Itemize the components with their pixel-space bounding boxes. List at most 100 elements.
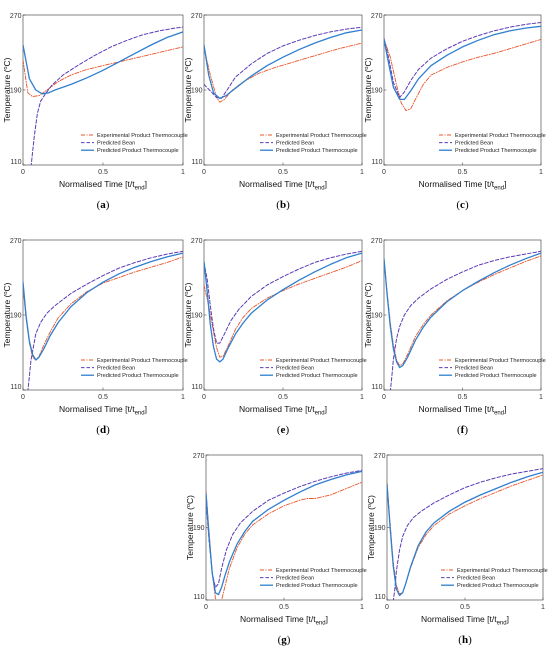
series-line-predicted-bean [30, 26, 183, 165]
panel-label: (h) [458, 634, 472, 646]
y-tick-label: 190 [193, 525, 205, 532]
series-group [23, 26, 183, 165]
legend-label: Predicted Product Thermocouple [457, 583, 539, 589]
plot-area [383, 14, 542, 166]
x-axis-label-main: Normalised Time [t/t [59, 404, 135, 414]
legend-label: Experimental Product Thermocouple [97, 133, 188, 139]
y-axis-label-close: C) [2, 57, 12, 66]
x-axis-label: Normalised Time [t/tend] [421, 614, 509, 627]
y-axis-label-sup: o [186, 504, 192, 507]
y-tick-label: 190 [374, 525, 386, 532]
y-tick-label: 110 [371, 159, 382, 166]
series-line-predicted-bean [392, 468, 543, 600]
y-tick-label: 190 [10, 88, 22, 95]
series-line-predicted-product [23, 31, 183, 95]
y-tick-label: 190 [10, 313, 22, 320]
x-axis-label-close: ] [504, 179, 506, 189]
y-axis-label: Temperature (oC) [366, 495, 376, 560]
series-group [384, 250, 541, 390]
y-tick-label: 270 [191, 13, 203, 20]
x-tick-label: 0 [382, 169, 386, 176]
legend-label: Predicted Bean [276, 141, 314, 147]
legend-label: Predicted Product Thermocouple [276, 373, 358, 379]
x-axis-label-sub: end [135, 411, 145, 417]
legend: Experimental Product Thermocouple Predict… [81, 358, 188, 379]
y-axis-label-main: Temperature ( [363, 69, 373, 122]
y-axis-label-main: Temperature ( [2, 69, 12, 122]
x-tick-label: 1 [541, 604, 545, 611]
x-axis-label: Normalised Time [t/tend] [419, 179, 507, 192]
x-tick-label: 1 [539, 169, 543, 176]
y-axis-label: Temperature (oC) [363, 282, 373, 347]
series-line-predicted-bean [204, 250, 362, 344]
series-line-predicted-product [204, 29, 362, 100]
x-tick-label: 1 [181, 169, 185, 176]
legend-label: Experimental Product Thermocouple [276, 133, 367, 139]
panel-label: (e) [277, 424, 290, 436]
x-tick-label: 0 [385, 604, 389, 611]
legend: Experimental Product Thermocouple Predict… [260, 133, 367, 154]
x-tick-label: 0 [21, 394, 25, 401]
x-tick-label: 0.5 [279, 604, 289, 611]
x-axis-label-sub: end [494, 411, 504, 417]
y-tick-label: 190 [191, 313, 203, 320]
y-axis-label-sup: o [184, 292, 190, 295]
legend-label: Predicted Bean [457, 576, 495, 582]
series-group [204, 250, 362, 363]
panel-label: (c) [456, 199, 469, 211]
legend-label: Experimental Product Thermocouple [455, 133, 546, 139]
y-axis-label: Temperature (oC) [363, 57, 373, 122]
series-line-experimental [204, 260, 362, 358]
panel-e: 0 0.5 1 110 190 270 Normalised Time [t/tend] Te… [183, 238, 367, 436]
x-axis-label-close: ] [145, 404, 147, 414]
plot-area [22, 14, 184, 166]
legend-label: Predicted Product Thermocouple [97, 373, 179, 379]
x-tick-label: 0.5 [98, 394, 108, 401]
series-group [204, 26, 362, 103]
x-axis-label-close: ] [145, 179, 147, 189]
x-tick-label: 0 [204, 604, 208, 611]
plot-area [203, 14, 363, 166]
legend: Experimental Product Thermocouple Predict… [441, 568, 548, 589]
series-line-experimental [384, 38, 541, 112]
y-axis-label: Temperature (oC) [2, 57, 12, 122]
series-group [384, 22, 541, 112]
legend-label: Experimental Product Thermocouple [457, 568, 548, 574]
legend-label: Predicted Bean [97, 366, 135, 372]
y-axis-label-sup: o [364, 292, 370, 295]
legend-label: Predicted Bean [455, 141, 493, 147]
x-tick-label: 0.5 [278, 169, 288, 176]
panel-g: 0 0.5 1 110 190 270 Normalised Time [t/tend] Te… [185, 453, 367, 646]
y-tick-label: 270 [371, 13, 383, 20]
y-axis-label-sup: o [184, 67, 190, 70]
y-tick-label: 190 [371, 313, 383, 320]
y-tick-label: 270 [10, 238, 22, 245]
legend: Experimental Product Thermocouple Predict… [81, 133, 188, 154]
y-axis-label-close: C) [2, 282, 12, 291]
panel-b: 0 0.5 1 110 190 270 Normalised Time [t/tend] Te… [183, 13, 367, 211]
x-axis-label-sub: end [135, 186, 145, 192]
panel-f: 0 0.5 1 110 190 270 Normalised Time [t/tend] Te… [363, 238, 546, 436]
y-axis-label: Temperature (oC) [185, 495, 195, 560]
y-tick-label: 270 [10, 13, 22, 20]
series-line-experimental [206, 481, 362, 600]
x-axis-label-close: ] [326, 614, 328, 624]
x-axis-label-main: Normalised Time [t/t [419, 404, 495, 414]
y-axis-label: Temperature (oC) [183, 282, 193, 347]
legend-label: Predicted Product Thermocouple [455, 373, 537, 379]
y-axis-label-sup: o [3, 292, 9, 295]
series-line-predicted-product [204, 252, 362, 363]
series-line-predicted-bean [27, 250, 183, 390]
x-axis-label-main: Normalised Time [t/t [419, 179, 495, 189]
x-tick-label: 0 [202, 394, 206, 401]
legend: Experimental Product Thermocouple Predict… [439, 133, 546, 154]
y-axis-label-close: C) [185, 495, 195, 504]
panel-label: (a) [97, 199, 110, 211]
plot-area [383, 239, 542, 391]
legend-label: Predicted Product Thermocouple [276, 148, 358, 154]
x-axis-label-main: Normalised Time [t/t [421, 614, 497, 624]
x-axis-label: Normalised Time [t/tend] [239, 179, 327, 192]
y-axis-label-close: C) [183, 57, 193, 66]
x-axis-label-close: ] [325, 179, 327, 189]
